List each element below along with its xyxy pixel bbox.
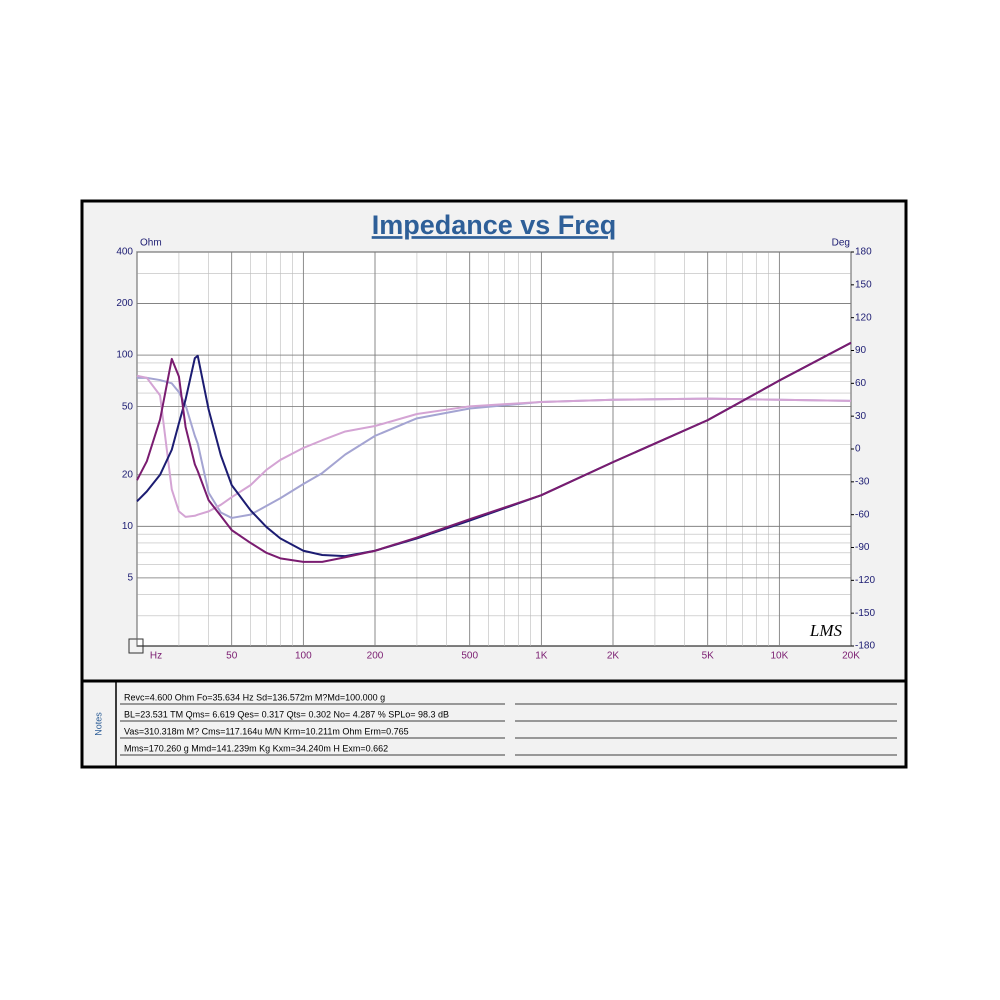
x-tick-label: 100 [295, 651, 312, 662]
x-tick-label: 5K [702, 651, 715, 662]
y-tick-label: 400 [116, 247, 133, 258]
y-tick-label: 5 [127, 573, 133, 584]
y-axis-label: Ohm [140, 238, 162, 249]
y2-tick-label: 180 [855, 247, 872, 258]
y-tick-label: 50 [122, 401, 134, 412]
y2-tick-label: 30 [855, 411, 867, 422]
notes-label: Notes [93, 712, 103, 736]
x-tick-label: 500 [461, 651, 478, 662]
y2-tick-label: -60 [855, 509, 870, 520]
y-tick-label: 20 [122, 469, 134, 480]
icon [128, 638, 144, 654]
x-tick-label: 200 [367, 651, 384, 662]
line [136, 341, 852, 563]
y-tick-label: 200 [116, 298, 133, 309]
logo: LMS [809, 621, 843, 640]
x-tick-label: 2K [607, 651, 620, 662]
y2-tick-label: -150 [855, 608, 875, 619]
note-line: Revc=4.600 Ohm Fo=35.634 Hz Sd=136.572m … [124, 692, 385, 702]
y2-tick-label: 90 [855, 345, 867, 356]
line [136, 374, 852, 518]
y2-tick-label: -180 [855, 641, 875, 652]
x-tick-label: 50 [226, 651, 238, 662]
y2-tick-label: 0 [855, 444, 861, 455]
y2-tick-label: 60 [855, 378, 867, 389]
y2-tick-label: -120 [855, 575, 875, 586]
x-tick-label: Hz [150, 651, 162, 662]
note-line: Vas=310.318m M? Cms=117.164u M/N Krm=10.… [124, 726, 409, 736]
chart-title: Impedance vs Freq [372, 210, 617, 240]
note-line: BL=23.531 TM Qms= 6.619 Qes= 0.317 Qts= … [124, 709, 449, 719]
y2-tick-label: 150 [855, 279, 872, 290]
x-tick-label: 20K [842, 651, 860, 662]
x-tick-label: 10K [770, 651, 788, 662]
y2-tick-label: -90 [855, 542, 870, 553]
plot-area [136, 251, 852, 647]
y-tick-label: 10 [122, 521, 134, 532]
y-tick-label: 100 [116, 350, 133, 361]
y2-tick-label: 120 [855, 312, 872, 323]
note-line: Mms=170.260 g Mmd=141.239m Kg Kxm=34.240… [124, 743, 388, 753]
y2-axis-label: Deg [832, 238, 850, 249]
x-tick-label: 1K [535, 651, 548, 662]
y2-tick-label: -30 [855, 476, 870, 487]
